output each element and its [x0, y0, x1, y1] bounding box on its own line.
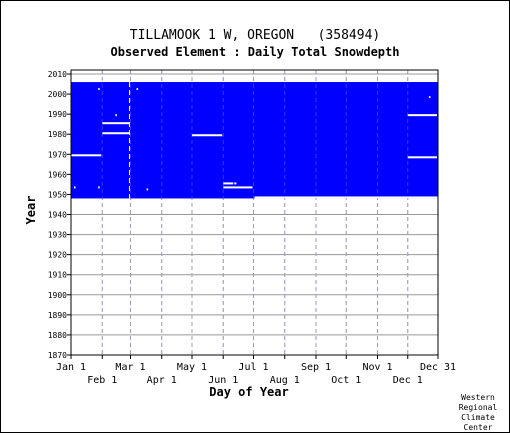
y-tick-label: 1930 [48, 231, 67, 240]
y-tick-label: 2010 [48, 70, 67, 79]
x-tick-label: Nov 1 [362, 362, 392, 373]
credit-line-3: Climate [461, 413, 495, 422]
missing-gap [428, 96, 431, 99]
missing-gap [191, 134, 223, 137]
x-tick-label: Apr 1 [147, 375, 177, 386]
y-tick-label: 1900 [48, 291, 67, 300]
y-tick-label: 1870 [48, 351, 67, 360]
y-tick-label: 1910 [48, 271, 67, 280]
data-area [71, 82, 438, 199]
missing-gap [146, 188, 149, 191]
missing-gap [71, 80, 103, 83]
missing-gap [98, 186, 100, 189]
missing-gap [71, 154, 102, 157]
chart-title: TILLAMOOK 1 W, OREGON (358494) [130, 28, 380, 43]
y-tick-label: 1950 [48, 190, 67, 199]
missing-gap [234, 182, 237, 185]
x-tick-label: Jun 1 [208, 375, 238, 386]
missing-gap [136, 88, 139, 91]
x-tick-label: Jan 1 [56, 362, 86, 373]
credit-line-2: Regional [459, 403, 498, 412]
y-tick-label: 1920 [48, 251, 67, 260]
x-tick-label: Oct 1 [331, 375, 361, 386]
y-axis-ticks: 1870 1880 1890 1900 1910 1920 1930 1940 1950 1960… [48, 70, 71, 360]
y-tick-label: 1940 [48, 211, 67, 220]
y-tick-label: 2000 [48, 90, 67, 99]
data-block [71, 82, 438, 199]
x-tick-label: Aug 1 [270, 375, 300, 386]
x-tick-label: Dec 31 [420, 362, 456, 373]
grid-overlay [101, 70, 409, 355]
missing-gap [407, 156, 437, 159]
missing-gap [223, 186, 253, 189]
x-axis-label: Day of Year [209, 385, 288, 399]
missing-gap [223, 182, 234, 185]
missing-gap [115, 114, 117, 117]
x-tick-label: Mar 1 [115, 362, 145, 373]
plot-border [70, 69, 439, 356]
missing-data-gaps [71, 80, 438, 199]
missing-gap [74, 186, 76, 189]
y-tick-label: 1980 [48, 130, 67, 139]
y-tick-label: 1880 [48, 331, 67, 340]
missing-gap [102, 132, 130, 135]
y-axis-label: Year [24, 196, 38, 225]
x-tick-label: Sep 1 [301, 362, 331, 373]
chart-subtitle: Observed Element : Daily Total Snowdepth [111, 45, 400, 59]
missing-gap [254, 196, 438, 199]
missing-gap [102, 122, 130, 125]
x-axis-ticks: Jan 1 Mar 1 May 1 Jul 1 Sep 1 Nov 1 Dec 31 Feb … [56, 355, 456, 386]
x-tick-label: Dec 1 [393, 375, 423, 386]
credit-line-1: Western [461, 393, 495, 402]
missing-gap [98, 88, 100, 91]
y-tick-label: 1990 [48, 110, 67, 119]
x-tick-label: Jul 1 [238, 362, 268, 373]
x-tick-label: Feb 1 [87, 375, 117, 386]
missing-gap [407, 114, 437, 117]
y-tick-label: 1890 [48, 311, 67, 320]
wrcc-credit: Western Regional Climate Center [459, 393, 498, 432]
y-tick-label: 1960 [48, 170, 67, 179]
x-tick-label: May 1 [177, 362, 207, 373]
credit-line-4: Center [464, 423, 493, 432]
y-tick-label: 1970 [48, 150, 67, 159]
